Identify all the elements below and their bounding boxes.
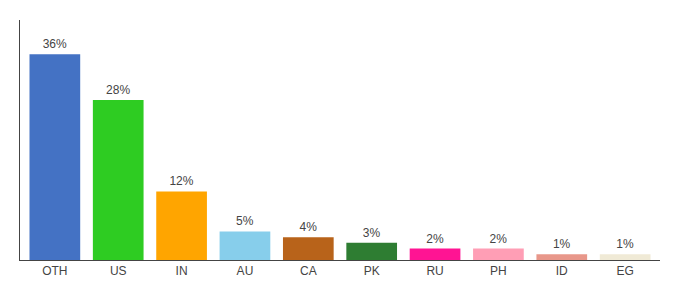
svg-text:1%: 1%: [616, 237, 634, 251]
svg-text:PH: PH: [490, 264, 507, 278]
svg-text:AU: AU: [237, 264, 254, 278]
svg-text:4%: 4%: [299, 220, 317, 234]
svg-text:1%: 1%: [553, 237, 571, 251]
svg-text:ID: ID: [556, 264, 568, 278]
svg-text:12%: 12%: [169, 174, 193, 188]
svg-text:2%: 2%: [426, 232, 444, 246]
svg-text:28%: 28%: [106, 83, 130, 97]
svg-text:RU: RU: [426, 264, 443, 278]
svg-text:5%: 5%: [236, 214, 254, 228]
svg-text:3%: 3%: [363, 226, 381, 240]
svg-text:36%: 36%: [43, 37, 67, 51]
svg-text:IN: IN: [176, 264, 188, 278]
svg-text:OTH: OTH: [42, 264, 67, 278]
svg-text:PK: PK: [364, 264, 380, 278]
svg-text:CA: CA: [300, 264, 317, 278]
svg-text:2%: 2%: [490, 232, 508, 246]
svg-text:EG: EG: [616, 264, 633, 278]
svg-text:US: US: [110, 264, 127, 278]
